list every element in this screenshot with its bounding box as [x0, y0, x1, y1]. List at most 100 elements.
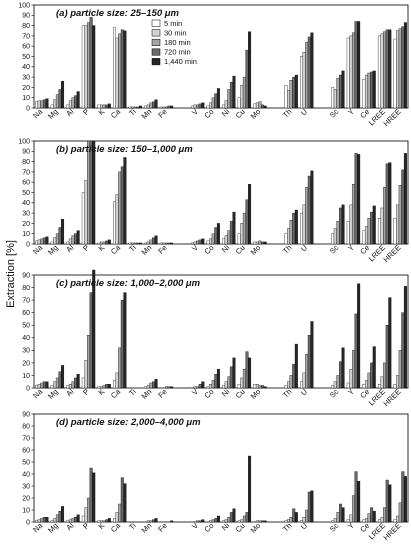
- bar-al-s5: [76, 514, 80, 523]
- bar-hree-s4: [401, 471, 405, 523]
- x-tick-label-fe: Fe: [156, 243, 169, 256]
- bar-co-s4: [214, 227, 218, 245]
- bar-co-s3: [211, 233, 215, 245]
- x-tick-label-y: Y: [346, 521, 356, 531]
- bar-p-s3: [87, 22, 91, 109]
- bars: [35, 455, 407, 523]
- bar-k-s4: [105, 104, 109, 109]
- bar-y-s5: [357, 283, 361, 389]
- bar-hree-s5: [403, 286, 407, 389]
- x-tick-label-mo: Mo: [249, 107, 263, 121]
- bars: [35, 140, 407, 245]
- bar-mg-s3: [55, 233, 59, 245]
- bar-u-s3: [305, 509, 309, 523]
- bar-ca-s2: [115, 372, 119, 389]
- bar-cu-s2: [240, 85, 244, 109]
- bar-mn-s3: [149, 102, 153, 109]
- bar-ce-s5: [372, 511, 376, 523]
- x-tick-label-hree: HREE: [382, 243, 403, 264]
- bar-ca-s2: [115, 37, 119, 109]
- x-tick-label-th: Th: [281, 387, 294, 400]
- y-tick-label: 40: [22, 64, 30, 71]
- bar-p-s4: [89, 17, 93, 109]
- bar-al-s3: [71, 518, 75, 523]
- bar-fe-s4: [167, 105, 171, 109]
- bar-p-s5: [92, 472, 96, 523]
- y-tick-label: 70: [22, 33, 30, 40]
- bar-u-s2: [302, 52, 306, 109]
- bar-mn-s3: [149, 520, 153, 523]
- y-tick-label: 20: [22, 221, 30, 228]
- bar-th-s5: [294, 343, 298, 389]
- x-tick-label-mg: Mg: [46, 387, 60, 401]
- bar-hree-s3: [398, 28, 402, 109]
- x-tick-label-v: V: [190, 243, 200, 253]
- bar-p-s2: [84, 25, 88, 109]
- bar-fe-s5: [170, 242, 174, 245]
- bar-k-s3: [102, 241, 106, 245]
- bar-p-s5: [92, 140, 96, 245]
- bar-mn-s4: [152, 101, 155, 109]
- bar-cu-s5: [248, 31, 252, 109]
- bar-u-s5: [310, 321, 314, 389]
- y-tick-label: 60: [22, 44, 30, 51]
- x-tick-label-th: Th: [281, 521, 294, 534]
- x-tick-label-v: V: [190, 521, 200, 531]
- x-tick-label-hree: HREE: [382, 521, 403, 542]
- x-tick-label-mg: Mg: [46, 243, 60, 257]
- bar-mn-s5: [154, 235, 158, 245]
- panel-title: (b) particle size: 150–1,000 μm: [56, 144, 193, 155]
- bar-ni-s4: [229, 221, 233, 245]
- bar-ni-s2: [224, 235, 228, 245]
- y-tick-label: 60: [22, 180, 30, 187]
- y-tick-label: 60: [22, 310, 30, 317]
- bar-p-s1: [81, 192, 85, 245]
- bar-lree-s3: [383, 362, 387, 389]
- bar-ca-s3: [118, 33, 122, 109]
- x-tick-label-hree: HREE: [382, 387, 403, 408]
- bar-k-s3: [102, 385, 106, 389]
- bar-co-s5: [216, 368, 220, 389]
- bar-th-s4: [292, 508, 296, 523]
- bar-p-s3: [87, 335, 91, 389]
- x-tick-label-ni: Ni: [220, 243, 232, 255]
- legend-label: 30 min: [164, 28, 187, 37]
- bar-na-s3: [40, 100, 44, 109]
- y-tick-label: 80: [22, 423, 30, 430]
- x-tick-label-na: Na: [31, 520, 45, 534]
- bar-th-s4: [292, 212, 296, 245]
- legend-label: 720 min: [164, 48, 191, 57]
- bar-hree-s2: [396, 30, 400, 109]
- bar-fe-s5: [170, 520, 174, 523]
- bar-th-s3: [289, 80, 293, 109]
- x-tick-label-y: Y: [346, 243, 356, 253]
- bar-sc-s5: [341, 204, 345, 245]
- bar-mg-s3: [55, 514, 59, 523]
- y-tick-label: 10: [22, 231, 30, 238]
- panel-title: (a) particle size: 25–150 μm: [56, 8, 180, 19]
- y-tick-label: 20: [22, 360, 30, 367]
- bar-lree-s4: [385, 29, 389, 109]
- x-tick-label-sc: Sc: [328, 521, 341, 534]
- bar-ni-s4: [229, 82, 233, 109]
- bar-ce-s2: [364, 74, 368, 109]
- bar-cu-s4: [245, 50, 249, 109]
- bar-lree-s2: [380, 33, 384, 109]
- bar-sc-s5: [341, 70, 345, 109]
- bar-u-s1: [300, 56, 303, 109]
- bar-v-s3: [196, 104, 200, 109]
- bar-lree-s3: [383, 187, 387, 245]
- y-tick-label: 30: [22, 211, 30, 218]
- bar-y-s5: [357, 21, 361, 109]
- bar-co-s4: [214, 518, 218, 523]
- bar-k-s4: [105, 519, 109, 523]
- bar-th-s3: [289, 517, 293, 523]
- bar-hree-s4: [401, 26, 405, 109]
- bar-p-s3: [87, 140, 91, 245]
- x-tick-label-ca: Ca: [109, 242, 123, 256]
- x-tick-label-ni: Ni: [220, 107, 232, 119]
- bar-na-s4: [42, 381, 46, 389]
- bar-al-s2: [68, 384, 72, 389]
- x-tick-label-u: U: [299, 387, 309, 397]
- bar-lree-s1: [377, 218, 381, 245]
